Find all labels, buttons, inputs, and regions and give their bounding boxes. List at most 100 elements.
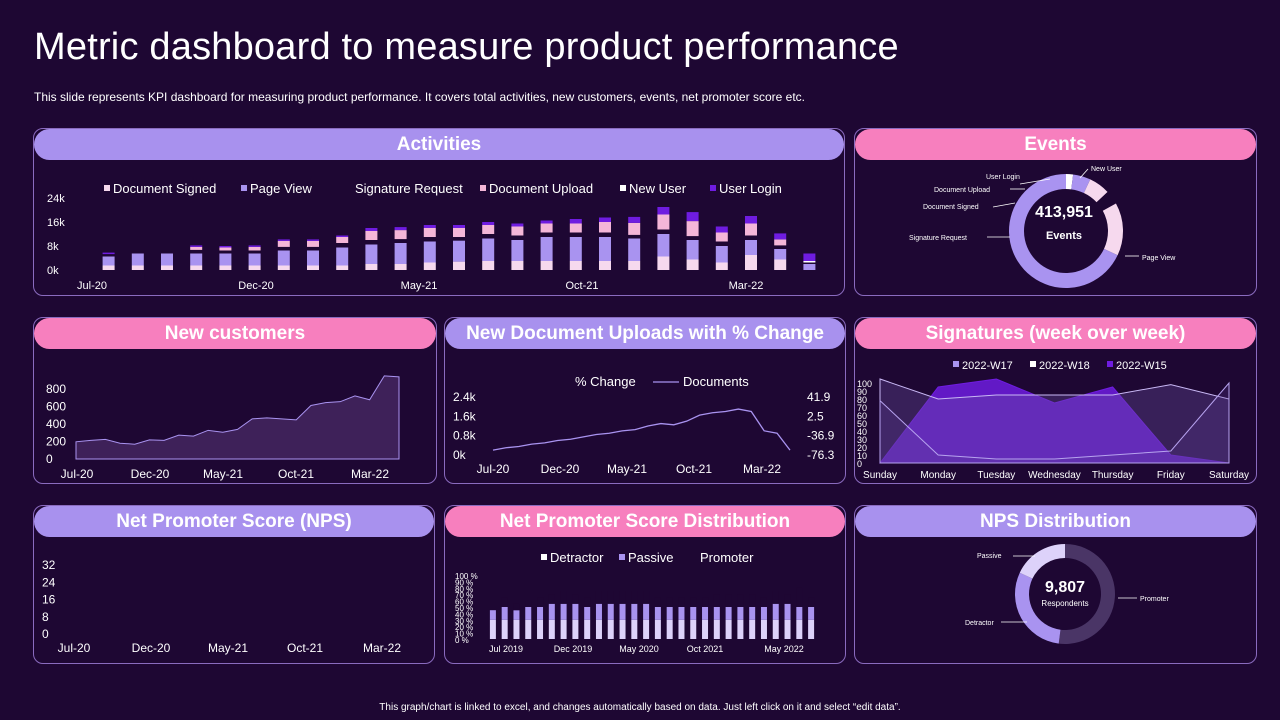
activities-bar-segment [102, 252, 115, 255]
x-tick-label: Oct-21 [278, 467, 314, 481]
activities-bar-segment [102, 265, 115, 270]
x-tick-label: Dec-20 [238, 280, 273, 292]
activities-bar-segment [482, 234, 495, 239]
uploads-line [492, 408, 791, 451]
activities-bar-segment [803, 264, 816, 270]
activities-bar-segment [453, 240, 465, 262]
legend-swatch [1107, 361, 1113, 367]
y-tick-label: 2.5 [807, 409, 824, 423]
y-tick-label: 30 [857, 435, 867, 445]
nps-dist-bar-segment [619, 591, 626, 604]
nps-dist-bar-segment [737, 594, 744, 607]
nps-dist-bar-segment [513, 610, 520, 620]
activities-bar-segment [511, 235, 524, 240]
events-center-label: Events [1046, 230, 1082, 242]
activities-bar-segment [657, 214, 670, 230]
nps-dist-bar-segment [784, 594, 791, 604]
nps-chart: 32 24 16 8 0 Jul-20 Dec-20 May-21 Oct-21 Mar-22 [42, 558, 401, 655]
x-tick-label: Wednesday [1028, 470, 1081, 481]
nps-dist-bar-segment [501, 619, 508, 639]
activities-bar-segment [569, 219, 582, 224]
events-slice-label: Page View [1142, 255, 1176, 262]
activities-bar-segment [511, 240, 524, 261]
activities-bar-segment [511, 223, 524, 227]
y-tick-label: 90 [857, 387, 867, 397]
nps-panel: Net Promoter Score (NPS) 32 24 16 8 0 Jul-20 D… [33, 505, 435, 664]
activities-bar-segment [599, 261, 611, 270]
activities-bar-segment [307, 246, 319, 251]
legend-label: Promoter [700, 550, 754, 565]
activities-bar-segment [219, 246, 232, 248]
nps-dist-bar-segment [548, 603, 555, 620]
y-tick-label: 800 [46, 382, 66, 396]
nps-dist-bar-segment [643, 619, 650, 639]
y-tick-label: 40 [857, 427, 867, 437]
activities-bar-segment [628, 234, 641, 239]
nps-dist-bar-segment [725, 607, 732, 620]
activities-bar-segment [657, 207, 670, 215]
nps-dist-bar-segment [607, 591, 614, 604]
activities-bar-segment [277, 240, 290, 247]
nps-dist-bar-segment [678, 597, 685, 607]
signatures-header: Signatures (week over week) [855, 318, 1256, 349]
activities-bar-segment [336, 235, 349, 237]
y-tick-label: 24k [47, 193, 65, 205]
nps-dist-bar-segment [607, 603, 614, 620]
y-tick-label: 32 [42, 558, 56, 572]
nps-dist-bar-segment [489, 619, 496, 639]
nps-dist-bar-segment [702, 607, 709, 620]
activities-bar-segment [190, 245, 203, 247]
activities-bar-segment [423, 237, 436, 242]
legend-swatch [241, 185, 247, 191]
activities-bar-segment [219, 247, 232, 251]
nps-dist-bar-segment [643, 603, 650, 620]
activities-bar-segment [774, 239, 787, 246]
y-tick-label: 0 % [455, 636, 469, 645]
events-slice [1083, 179, 1108, 203]
nps-dist-panel: Net Promoter Score Distribution Detracto… [444, 505, 846, 664]
nps-dist-bar-segment [725, 594, 732, 607]
nps-dist-bar-segment [548, 619, 555, 639]
x-tick-label: Dec-20 [131, 467, 170, 481]
y-tick-label: 0k [47, 265, 59, 277]
legend-label: 2022-W18 [1039, 360, 1090, 372]
nps-dist-bar-segment [713, 594, 720, 607]
nps-dist-bar-segment [619, 619, 626, 639]
events-leader-line [1079, 168, 1089, 179]
y-tick-label: 8k [47, 241, 59, 253]
events-panel: Events 413,951 Events New User User Login Do… [854, 128, 1257, 296]
activities-bar-segment [365, 240, 378, 245]
nps-dist-bar-segment [666, 607, 673, 620]
y-tick-label: 60 % [455, 598, 473, 607]
y-tick-label: 0 [42, 627, 49, 641]
x-tick-label: Tuesday [977, 470, 1015, 481]
activities-bar-segment [628, 216, 641, 223]
activities-bar-segment [482, 222, 495, 225]
nps-dist-bar-segment [654, 619, 661, 639]
activities-bar-segment [453, 237, 465, 241]
x-tick-label: Mar-22 [363, 641, 401, 655]
activities-bar-segment [715, 262, 728, 270]
nps-dist-bar-segment [666, 619, 673, 639]
nps-dist-bar-segment [572, 619, 579, 639]
nps-dist-bar-segment [537, 619, 544, 639]
nps-dist-bar-segment [713, 619, 720, 639]
activities-bar-segment [803, 262, 816, 264]
y-tick-label: 400 [46, 417, 66, 431]
uploads-chart: % Change Documents 2.4k 1.6k 0.8k 0k 41.9 2.5 -3… [453, 374, 835, 476]
nps-dist-bar-segment [525, 600, 532, 607]
activities-bar-segment [190, 265, 203, 270]
nps-dist-bar-segment [525, 619, 532, 639]
activities-bar-segment [277, 265, 290, 270]
x-tick-label: May-21 [607, 462, 647, 476]
activities-bar-segment [394, 243, 407, 264]
activities-bar-segment [336, 237, 349, 243]
page-subtitle: This slide represents KPI dashboard for … [34, 90, 806, 104]
y-tick-label: 50 % [455, 604, 473, 613]
new-customers-area [75, 375, 400, 460]
legend-label: Document Upload [489, 181, 593, 196]
activities-bar-segment [569, 237, 582, 261]
legend-swatch [541, 554, 547, 560]
events-slice-label: New User [1091, 166, 1122, 173]
activities-bar-segment [745, 216, 757, 224]
